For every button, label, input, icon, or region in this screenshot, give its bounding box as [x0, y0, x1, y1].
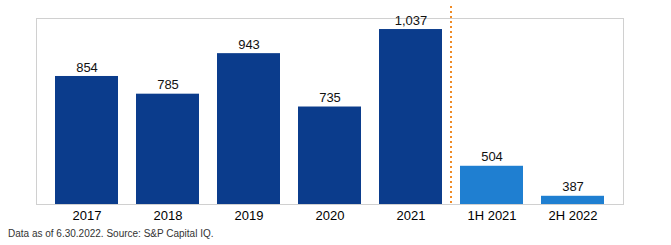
svg-text:735: 735 — [319, 90, 341, 105]
svg-text:943: 943 — [238, 37, 260, 52]
svg-text:785: 785 — [157, 77, 179, 92]
svg-text:2020: 2020 — [316, 208, 345, 223]
svg-text:387: 387 — [562, 179, 584, 194]
svg-text:2017: 2017 — [73, 208, 102, 223]
svg-text:2019: 2019 — [235, 208, 264, 223]
svg-text:1H 2021: 1H 2021 — [467, 208, 516, 223]
svg-text:2H 2022: 2H 2022 — [548, 208, 597, 223]
svg-text:1,037: 1,037 — [395, 13, 428, 28]
svg-text:504: 504 — [481, 149, 503, 164]
html-text:Data as of 6.30.2022. Source:: Data as of 6.30.2022. Source: S&P Capita… — [8, 228, 214, 239]
svg-text:2021: 2021 — [397, 208, 426, 223]
svg-text:854: 854 — [76, 60, 98, 75]
svg-text:2018: 2018 — [154, 208, 183, 223]
